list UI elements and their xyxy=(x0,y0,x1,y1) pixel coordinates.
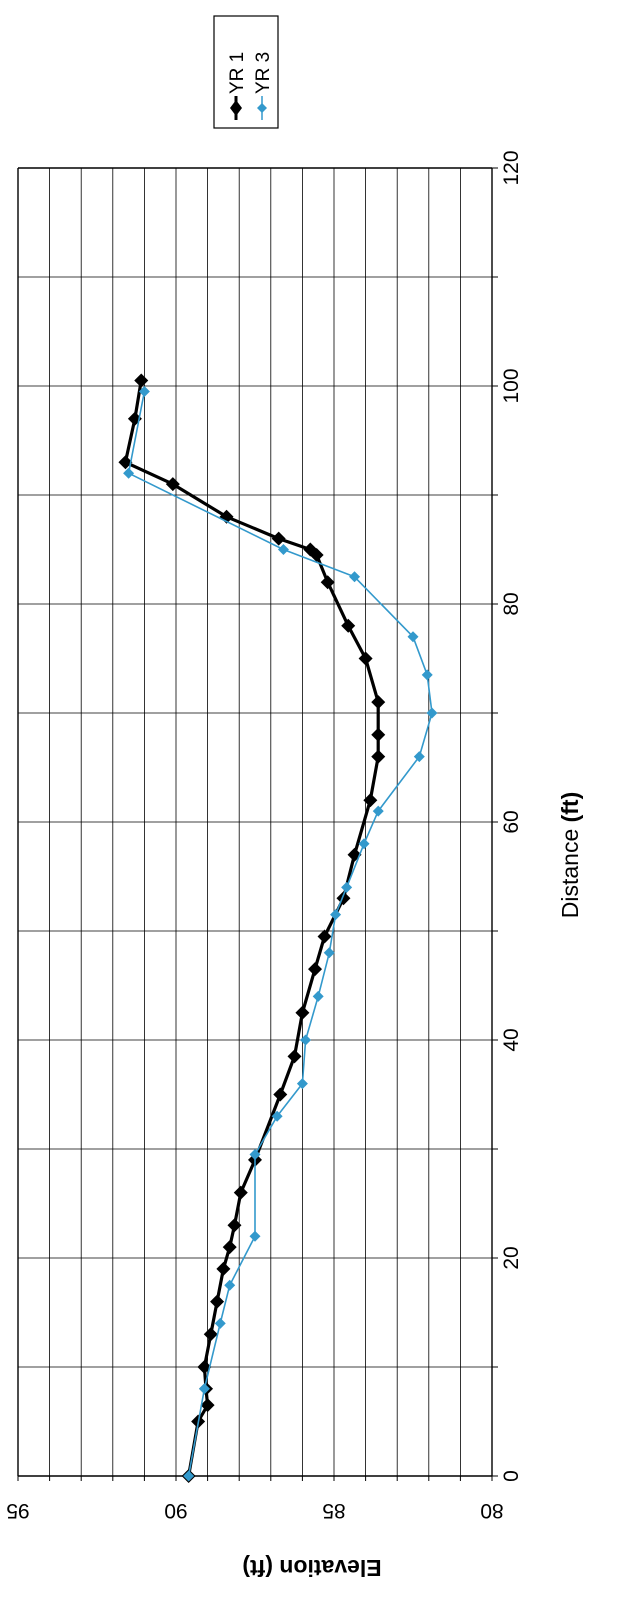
data-point xyxy=(371,728,385,742)
x-axis-title: Distance (ft) xyxy=(557,792,583,919)
data-point xyxy=(223,1240,237,1254)
data-point xyxy=(371,695,385,709)
x-axis-title-plain: Distance xyxy=(557,822,583,918)
data-point xyxy=(341,882,352,893)
legend: YR 1 YR 3 xyxy=(214,16,278,128)
data-point xyxy=(341,619,355,633)
data-point xyxy=(300,1035,311,1046)
tick-labels: 0 20 40 60 80 100 120 80 85 90 95 xyxy=(6,150,523,1522)
data-point xyxy=(250,1231,261,1242)
data-point xyxy=(324,947,335,958)
y-tick-label: 95 xyxy=(6,1499,29,1522)
y-tick-label: 85 xyxy=(322,1499,345,1522)
data-point xyxy=(422,669,433,680)
series-line xyxy=(125,381,378,1477)
data-point xyxy=(426,708,437,719)
data-point xyxy=(210,1295,224,1309)
data-point xyxy=(123,468,134,479)
data-point xyxy=(288,1049,302,1063)
series-layer xyxy=(118,374,437,1483)
data-point xyxy=(134,374,148,388)
data-point xyxy=(183,1471,194,1482)
x-tick-label: 100 xyxy=(500,368,523,403)
legend-label-yr3: YR 3 xyxy=(253,52,274,94)
data-point xyxy=(295,1006,309,1020)
data-point xyxy=(272,532,286,546)
x-tick-label: 80 xyxy=(500,592,523,615)
series-line xyxy=(129,392,432,1477)
y-tick-label: 90 xyxy=(164,1499,187,1522)
legend-label-yr1: YR 1 xyxy=(227,52,248,94)
chart-grid xyxy=(18,168,498,1481)
series-yr-3 xyxy=(123,386,437,1482)
data-point xyxy=(216,1262,230,1276)
data-point xyxy=(313,991,324,1002)
x-tick-label: 40 xyxy=(500,1028,523,1051)
y-tick-label: 80 xyxy=(480,1499,503,1522)
data-point xyxy=(278,544,289,555)
x-tick-label: 120 xyxy=(500,150,523,185)
data-point xyxy=(318,929,332,943)
data-point xyxy=(166,477,180,491)
x-axis-title-bold: (ft) xyxy=(557,792,583,823)
data-point xyxy=(215,1318,226,1329)
data-point xyxy=(359,652,373,666)
y-axis-title-text: Elevation (ft) xyxy=(242,1555,381,1581)
data-point xyxy=(321,575,335,589)
series-yr-1 xyxy=(118,374,385,1483)
data-point xyxy=(234,1186,248,1200)
data-point xyxy=(308,962,322,976)
data-point xyxy=(273,1088,287,1102)
data-point xyxy=(224,1280,235,1291)
x-tick-label: 0 xyxy=(500,1470,523,1482)
x-tick-label: 20 xyxy=(500,1246,523,1269)
data-point xyxy=(371,750,385,764)
x-tick-label: 60 xyxy=(500,810,523,833)
